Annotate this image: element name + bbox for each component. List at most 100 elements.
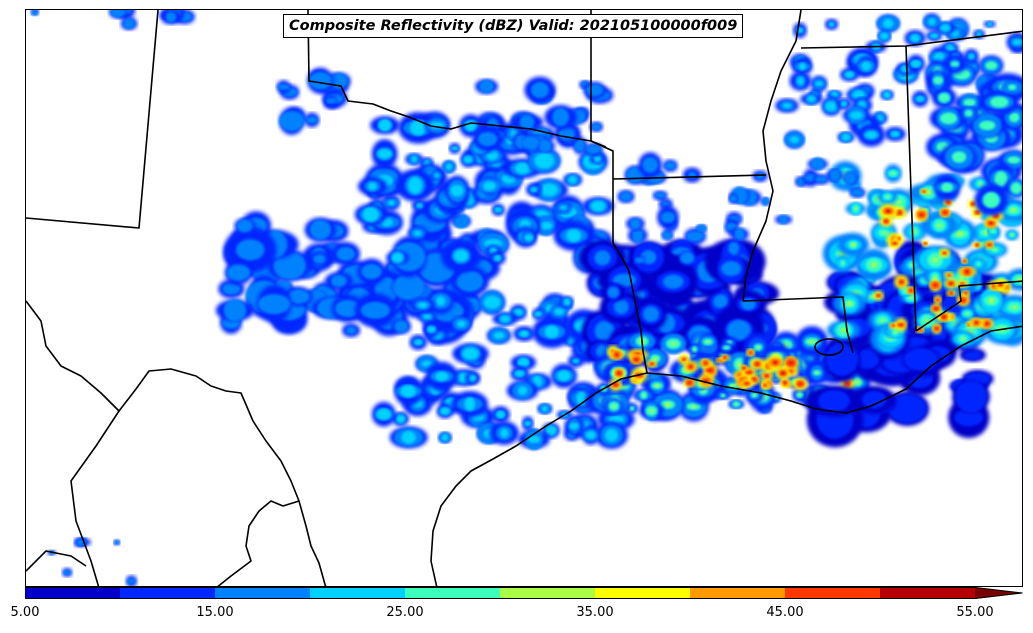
echo-cell xyxy=(721,261,742,277)
state-borders xyxy=(26,10,1022,586)
colorbar-segment xyxy=(310,587,406,599)
echo-cell xyxy=(1012,39,1022,46)
echo-cell xyxy=(734,227,745,241)
la-ms-border xyxy=(742,296,854,354)
echo-cell xyxy=(661,201,671,207)
echo-cell xyxy=(1010,233,1014,236)
echo-cell xyxy=(662,229,673,240)
echo-cell xyxy=(983,192,1000,208)
echo-cell xyxy=(387,199,395,206)
echo-cell xyxy=(883,91,891,99)
echo-cell xyxy=(868,295,873,298)
echo-cell xyxy=(360,301,390,319)
echo-cell xyxy=(749,352,752,354)
echo-cell xyxy=(427,326,436,333)
echo-cell xyxy=(815,175,828,183)
echo-cell xyxy=(755,172,765,180)
echo-cell xyxy=(540,183,559,197)
echo-cell xyxy=(745,382,748,385)
echo-cell xyxy=(1010,182,1022,194)
rio-grande xyxy=(26,300,327,586)
echo-cell xyxy=(888,394,927,424)
echo-cell xyxy=(815,371,819,374)
echo-cell xyxy=(730,384,736,388)
echo-cell xyxy=(818,389,850,412)
ms-al-border xyxy=(905,45,917,332)
echo-cell xyxy=(1007,84,1017,91)
echo-cell xyxy=(631,227,644,243)
echo-cell xyxy=(831,91,838,98)
echo-cell xyxy=(306,116,318,124)
colorbar-segment xyxy=(25,587,121,599)
echo-cell xyxy=(893,331,897,334)
echo-cell xyxy=(586,84,604,97)
echo-cell xyxy=(886,209,890,213)
echo-cell xyxy=(899,324,903,326)
echo-cell xyxy=(544,325,559,339)
echo-cell xyxy=(557,370,571,382)
echo-cell xyxy=(653,356,658,360)
echo-cell xyxy=(421,360,433,367)
echo-cell xyxy=(923,190,925,193)
echo-cell xyxy=(539,221,553,230)
mx-state-border-3 xyxy=(217,500,300,586)
echo-cell xyxy=(660,211,676,224)
echo-cell xyxy=(978,182,983,186)
echo-cell xyxy=(942,315,946,318)
echo-cell xyxy=(989,222,993,225)
echo-cell xyxy=(753,378,756,381)
echo-cell xyxy=(534,311,542,317)
echo-cell xyxy=(277,83,290,91)
echo-cell xyxy=(423,314,432,320)
echo-cell xyxy=(855,349,880,369)
echo-cell xyxy=(947,201,950,203)
echo-cell xyxy=(903,347,939,371)
echo-cell xyxy=(670,341,677,346)
echo-cell xyxy=(841,262,844,265)
echo-cell xyxy=(897,211,900,214)
colorbar-tick-label: 15.00 xyxy=(196,605,234,620)
echo-cell xyxy=(568,175,577,184)
echo-cell xyxy=(726,319,751,341)
echo-cell xyxy=(789,361,793,365)
echo-cell xyxy=(517,357,530,368)
mississippi-river xyxy=(742,10,802,302)
echo-cell xyxy=(985,61,998,70)
echo-cell xyxy=(680,252,695,265)
echo-cell xyxy=(524,421,532,426)
echo-cell xyxy=(649,409,654,413)
echo-cell xyxy=(519,114,535,130)
echo-cell xyxy=(517,386,528,396)
echo-cell xyxy=(955,380,987,413)
echo-cell xyxy=(773,361,777,364)
echo-cell xyxy=(972,203,974,205)
echo-cell xyxy=(590,200,606,212)
echo-cell xyxy=(935,327,938,330)
echo-cell xyxy=(895,200,902,204)
ok-ar-border xyxy=(590,10,614,243)
echo-cell xyxy=(392,274,425,301)
echo-cell xyxy=(409,120,427,136)
echo-cell xyxy=(642,156,659,173)
echo-cell xyxy=(634,257,645,264)
echo-cell xyxy=(933,52,946,62)
echo-cell xyxy=(440,407,450,415)
echo-cell xyxy=(720,359,722,361)
echo-cell xyxy=(959,276,965,282)
echo-cell xyxy=(950,292,953,294)
echo-cell xyxy=(554,308,565,315)
echo-cell xyxy=(494,255,501,262)
echo-cell xyxy=(522,135,540,150)
echo-cell xyxy=(747,371,751,374)
echo-cell xyxy=(880,318,885,323)
echo-cell xyxy=(743,367,745,369)
echo-cell xyxy=(223,299,247,322)
echo-cell xyxy=(753,394,756,397)
echo-cell xyxy=(963,98,976,107)
echo-cell xyxy=(778,215,789,224)
echo-cell xyxy=(976,31,982,37)
echo-cell xyxy=(612,404,616,408)
echo-cell xyxy=(396,414,406,423)
echo-cell xyxy=(629,218,642,230)
echo-cell xyxy=(765,375,768,377)
